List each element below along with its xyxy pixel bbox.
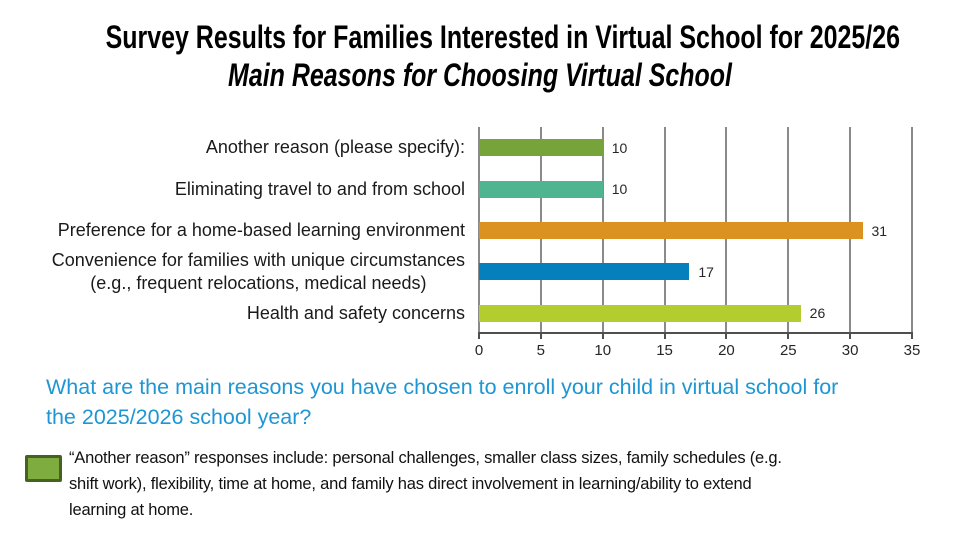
- x-tick-label: 5: [536, 342, 546, 359]
- bar-value-label: 31: [871, 222, 888, 239]
- legend-note-line-1: “Another reason” responses include: pers…: [69, 449, 782, 467]
- x-tick-label: 25: [779, 342, 797, 359]
- x-axis-tick: [478, 334, 480, 339]
- legend-note-line-2: shift work), flexibility, time at home, …: [69, 475, 752, 493]
- x-tick-label: 35: [903, 342, 921, 359]
- category-label-text: Convenience for families with unique cir…: [51, 249, 465, 293]
- bar-value-label: 17: [698, 263, 714, 280]
- category-label-text: Preference for a home-based learning env…: [57, 219, 465, 240]
- bar-value-label: 26: [809, 305, 826, 322]
- x-axis-tick: [849, 334, 852, 339]
- x-axis-tick: [601, 334, 604, 339]
- category-label-text: Eliminating travel to and from school: [174, 178, 465, 199]
- x-axis-tick: [663, 334, 666, 339]
- survey-question-line-1: What are the main reasons you have chose…: [46, 375, 839, 399]
- page-subtitle: Main Reasons for Choosing Virtual School: [228, 57, 732, 93]
- x-tick-label: 0: [474, 342, 484, 359]
- x-axis-line: [478, 332, 913, 334]
- legend-note: “Another reason” responses include: pers…: [69, 445, 929, 523]
- category-label: Health and safety concerns: [0, 293, 465, 334]
- bar-value-label: 10: [611, 181, 628, 198]
- bar: [479, 263, 690, 281]
- category-label: Preference for a home-based learning env…: [0, 210, 465, 251]
- page-title: Survey Results for Families Interested i…: [105, 19, 900, 55]
- category-label: Convenience for families with unique cir…: [0, 249, 465, 293]
- x-tick-label: 15: [656, 342, 673, 359]
- bar: [479, 180, 603, 198]
- category-label: Another reason (please specify):: [0, 127, 465, 168]
- x-axis-tick: [911, 334, 913, 339]
- bar: [479, 139, 603, 157]
- category-label-text: Health and safety concerns: [246, 302, 465, 323]
- bar: [479, 222, 863, 239]
- x-axis-tick: [539, 334, 542, 339]
- category-label: Eliminating travel to and from school: [0, 168, 465, 209]
- x-tick-label: 30: [841, 342, 859, 359]
- survey-question-line-2: the 2025/2026 school year?: [46, 404, 312, 429]
- survey-question: What are the main reasons you have chose…: [46, 373, 946, 432]
- bar: [479, 304, 801, 322]
- x-axis-tick: [787, 334, 790, 339]
- x-tick-label: 20: [718, 342, 735, 359]
- x-tick-label: 10: [594, 342, 612, 359]
- x-axis-tick: [725, 334, 728, 339]
- bar-value-label: 10: [611, 139, 628, 156]
- gridline: [911, 127, 913, 332]
- another-reason-legend-swatch: [25, 455, 62, 482]
- category-label-text: Another reason (please specify):: [205, 137, 465, 158]
- legend-note-line-3: learning at home.: [69, 501, 194, 519]
